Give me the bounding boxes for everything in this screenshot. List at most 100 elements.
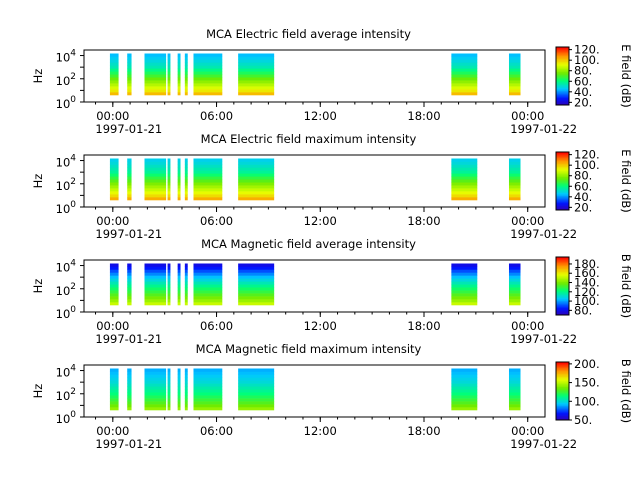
- spectrogram-cell: [109, 80, 119, 84]
- colorbar-segment: [556, 162, 569, 164]
- spectrogram-cell: [109, 383, 119, 387]
- spectrogram-cell: [127, 176, 132, 180]
- spectrogram-cell: [167, 404, 171, 408]
- colorbar-segment: [556, 408, 569, 411]
- spectrogram-cell: [127, 59, 132, 63]
- spectrogram-cell: [193, 188, 223, 192]
- spectrogram-cell: [193, 158, 223, 162]
- spectrogram-cell: [109, 401, 119, 405]
- spectrogram-cell: [508, 68, 521, 72]
- spectrogram-cell: [127, 170, 132, 174]
- colorbar-segment: [556, 258, 569, 261]
- colorbar-segment: [556, 301, 569, 304]
- colorbar-segment: [556, 367, 569, 370]
- spectrogram-cell: [167, 164, 171, 168]
- spectrogram-cell: [109, 68, 119, 72]
- spectrogram-cell: [167, 299, 171, 303]
- spectrogram-cell: [193, 65, 223, 69]
- spectrogram-cell: [127, 266, 132, 270]
- spectrogram-cell: [144, 71, 167, 75]
- spectrogram-cell: [109, 287, 119, 291]
- spectrogram-cell: [193, 89, 223, 93]
- spectrogram-cell: [451, 401, 478, 405]
- spectrogram-cell: [144, 284, 167, 288]
- spectrogram-cell: [167, 398, 171, 402]
- y-tick-label: 104: [56, 49, 77, 65]
- spectrogram-cell: [167, 194, 171, 198]
- spectrogram-cell: [238, 197, 275, 201]
- spectrogram-cell: [451, 179, 478, 183]
- spectrogram-cell: [184, 377, 188, 381]
- spectrogram-cell: [177, 182, 181, 186]
- spectrogram-cell: [184, 83, 188, 87]
- spectrogram-cell: [109, 164, 119, 168]
- spectrogram-cell: [144, 182, 167, 186]
- y-tick-label: 100: [56, 200, 77, 216]
- spectrogram-cell: [451, 74, 478, 78]
- spectrogram-cell: [451, 395, 478, 399]
- spectrogram-cell: [451, 194, 478, 198]
- spectrogram-cell: [508, 62, 521, 66]
- spectrogram-cell: [451, 287, 478, 291]
- colorbar-tick-label: 100.: [574, 53, 600, 67]
- spectrogram-cell: [167, 386, 171, 390]
- colorbar-segment: [556, 299, 569, 301]
- spectrogram-cell: [144, 293, 167, 297]
- spectrogram-cell: [167, 374, 171, 378]
- colorbar-segment: [556, 86, 569, 88]
- spectrogram-cell: [451, 368, 478, 372]
- spectrogram-cell: [238, 77, 275, 81]
- panel-e-max: MCA Electric field maximum intensity Hz 10…: [31, 132, 633, 241]
- spectrogram-cell: [184, 188, 188, 192]
- spectrogram-cell: [144, 386, 167, 390]
- spectrogram-cell: [451, 80, 478, 84]
- spectrogram-cell: [184, 392, 188, 396]
- spectrogram-cell: [127, 197, 132, 201]
- spectrogram-cell: [238, 386, 275, 390]
- colorbar-tick-label: 120.: [574, 148, 600, 162]
- spectrogram-cell: [508, 401, 521, 405]
- colorbar-label: B field (dB): [619, 359, 633, 423]
- spectrogram-cell: [167, 380, 171, 384]
- spectrogram-cell: [177, 389, 181, 393]
- colorbar-label: E field (dB): [619, 44, 633, 108]
- spectrogram-cell: [184, 395, 188, 399]
- colorbar-segment: [556, 303, 569, 306]
- spectrogram-cell: [238, 374, 275, 378]
- spectrogram-cell: [508, 65, 521, 69]
- spectrogram-cell: [109, 284, 119, 288]
- spectrogram-cell: [109, 269, 119, 273]
- spectrogram-cell: [184, 302, 188, 306]
- colorbar-segment: [556, 201, 569, 204]
- spectrogram-cell: [177, 371, 181, 375]
- spectrogram-cell: [184, 182, 188, 186]
- colorbar-segment: [556, 73, 569, 75]
- colorbar-segment: [556, 395, 569, 398]
- spectrogram-cell: [127, 386, 132, 390]
- spectrogram-cell: [193, 407, 223, 411]
- x-tick-label: 18:00: [407, 424, 440, 438]
- panel-title: MCA Magnetic field average intensity: [201, 237, 416, 251]
- colorbar-segment: [556, 306, 569, 309]
- spectrogram-cell: [144, 275, 167, 279]
- x-tick-label: 00:00: [511, 214, 544, 228]
- spectrogram-cell: [127, 158, 132, 162]
- spectrogram-cell: [177, 176, 181, 180]
- spectrogram-cell: [193, 395, 223, 399]
- spectrogram-cell: [177, 56, 181, 60]
- spectrogram-cell: [109, 74, 119, 78]
- spectrogram-cell: [451, 68, 478, 72]
- panel-e-avg: MCA Electric field average intensity Hz 10…: [31, 27, 633, 136]
- spectrogram-cell: [238, 407, 275, 411]
- x-date-label: 1997-01-21: [95, 227, 162, 241]
- spectrogram-cell: [144, 395, 167, 399]
- y-tick-label: 104: [56, 154, 77, 170]
- colorbar-segment: [556, 191, 569, 193]
- colorbar-segment: [556, 391, 569, 393]
- spectrogram-cell: [193, 368, 223, 372]
- colorbar-segment: [556, 80, 569, 83]
- spectrogram-cell: [184, 164, 188, 168]
- colorbar-segment: [556, 362, 569, 364]
- colorbar-segment: [556, 283, 569, 285]
- spectrogram-cell: [184, 53, 188, 57]
